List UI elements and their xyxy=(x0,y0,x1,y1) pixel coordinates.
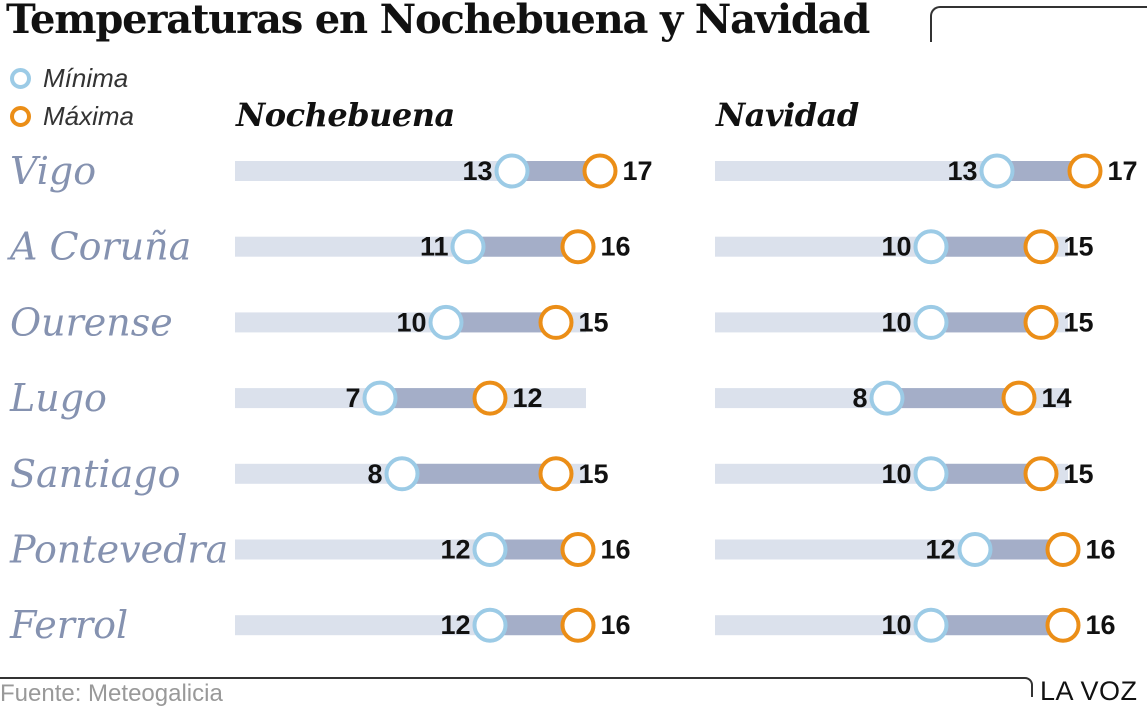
min-value-label-nochebuena-vigo: 13 xyxy=(462,156,492,186)
legend-max-label: Máxima xyxy=(43,100,135,131)
city-label-a-coruna: A Coruña xyxy=(7,225,191,269)
min-dot-nochebuena-pontevedra xyxy=(472,532,508,567)
min-dot-nochebuena-vigo xyxy=(494,153,530,189)
min-value-label-nochebuena-santiago: 8 xyxy=(367,459,382,489)
range-bar-nochebuena-pontevedra xyxy=(490,539,578,560)
max-dot-navidad-ourense xyxy=(1023,304,1059,340)
panel-title-navidad: Navidad xyxy=(716,96,859,134)
max-dot-navidad-vigo xyxy=(1067,153,1103,189)
max-value-label-nochebuena-pontevedra: 16 xyxy=(601,535,631,565)
range-bar-nochebuena-santiago xyxy=(402,463,556,484)
min-dot-navidad-santiago xyxy=(913,456,949,492)
range-bar-navidad-ferrol xyxy=(931,615,1063,636)
min-dot-nochebuena-a-coruna xyxy=(450,229,486,265)
min-dot-navidad-vigo xyxy=(979,153,1015,189)
max-dot-nochebuena-vigo xyxy=(582,153,618,189)
max-dot-navidad-ferrol xyxy=(1045,607,1081,643)
legend-ring-max xyxy=(10,105,31,127)
max-dot-nochebuena-santiago xyxy=(538,456,574,492)
min-dot-nochebuena-ourense xyxy=(428,304,464,340)
range-bar-navidad-ourense xyxy=(931,312,1041,333)
min-dot-navidad-a-coruna xyxy=(913,229,949,265)
max-dot-nochebuena-ourense xyxy=(538,304,574,340)
max-dot-navidad-a-coruna xyxy=(1023,229,1059,265)
brand-logo: LA VOZ xyxy=(1040,676,1138,706)
max-value-label-navidad-ferrol: 16 xyxy=(1086,610,1116,640)
min-dot-navidad-ourense xyxy=(913,304,949,340)
max-value-label-nochebuena-lugo: 12 xyxy=(513,383,543,413)
min-value-label-nochebuena-ferrol: 12 xyxy=(440,610,470,640)
range-bar-navidad-pontevedra xyxy=(975,539,1063,560)
title-rule xyxy=(930,6,1147,42)
min-value-label-navidad-pontevedra: 12 xyxy=(925,535,955,565)
min-value-label-navidad-ourense: 10 xyxy=(881,307,911,337)
city-label-pontevedra: Pontevedra xyxy=(9,528,228,572)
max-value-label-nochebuena-ferrol: 16 xyxy=(601,610,631,640)
min-value-label-nochebuena-a-coruna: 11 xyxy=(420,232,449,262)
max-value-label-nochebuena-ourense: 15 xyxy=(579,307,609,337)
legend-ring-min xyxy=(10,67,31,89)
min-dot-nochebuena-santiago xyxy=(384,456,420,492)
max-dot-navidad-santiago xyxy=(1023,456,1059,492)
min-value-label-nochebuena-ourense: 10 xyxy=(396,307,426,337)
max-dot-nochebuena-pontevedra xyxy=(560,532,596,567)
max-dot-navidad-pontevedra xyxy=(1045,532,1081,567)
min-value-label-navidad-lugo: 8 xyxy=(852,383,867,413)
min-dot-navidad-ferrol xyxy=(913,607,949,643)
city-label-vigo: Vigo xyxy=(10,149,96,193)
max-value-label-navidad-ourense: 15 xyxy=(1064,307,1094,337)
min-value-label-nochebuena-pontevedra: 12 xyxy=(440,535,470,565)
min-value-label-navidad-santiago: 10 xyxy=(881,459,911,489)
max-value-label-navidad-a-coruna: 15 xyxy=(1064,232,1094,262)
range-bar-navidad-santiago xyxy=(931,463,1041,484)
range-bar-nochebuena-ourense xyxy=(446,312,556,333)
range-bar-nochebuena-ferrol xyxy=(490,615,578,636)
min-value-label-navidad-vigo: 13 xyxy=(947,156,977,186)
max-value-label-nochebuena-a-coruna: 16 xyxy=(601,232,631,262)
panel-title-nochebuena: Nochebuena xyxy=(236,96,455,134)
range-bar-navidad-vigo xyxy=(997,161,1085,181)
max-value-label-navidad-vigo: 17 xyxy=(1108,156,1138,186)
min-value-label-nochebuena-lugo: 7 xyxy=(345,383,360,413)
min-dot-navidad-lugo xyxy=(869,380,905,416)
max-dot-nochebuena-ferrol xyxy=(560,607,596,643)
range-dot-chart: Vigo 13 17 13 17 A Coruña 11 16 10 15 Ourense 10 15 1… xyxy=(7,149,1138,647)
legend-item-min: Mínima xyxy=(10,63,128,93)
range-bar-navidad-lugo xyxy=(887,388,1019,409)
min-dot-nochebuena-ferrol xyxy=(472,607,508,643)
min-value-label-navidad-ferrol: 10 xyxy=(881,610,911,640)
max-value-label-navidad-santiago: 15 xyxy=(1064,459,1094,489)
chart-title: Temperaturas en Nochebuena y Navidad xyxy=(6,0,870,43)
min-value-label-navidad-a-coruna: 10 xyxy=(881,232,911,262)
max-value-label-navidad-pontevedra: 16 xyxy=(1086,535,1116,565)
legend-item-max: Máxima xyxy=(10,101,134,131)
city-label-lugo: Lugo xyxy=(9,376,107,420)
legend-min-label: Mínima xyxy=(43,62,129,93)
source-note: Fuente: Meteogalicia xyxy=(0,680,223,707)
track-navidad-vigo xyxy=(715,161,1068,181)
range-bar-nochebuena-vigo xyxy=(512,161,600,181)
range-bar-nochebuena-a-coruna xyxy=(468,236,578,257)
city-label-ferrol: Ferrol xyxy=(9,603,128,647)
max-value-label-nochebuena-vigo: 17 xyxy=(623,156,653,186)
max-dot-navidad-lugo xyxy=(1001,380,1037,416)
max-dot-nochebuena-lugo xyxy=(472,380,508,416)
footer-rule xyxy=(0,677,1033,697)
min-dot-navidad-pontevedra xyxy=(957,532,993,567)
city-label-ourense: Ourense xyxy=(10,300,173,344)
range-bar-nochebuena-lugo xyxy=(380,388,490,409)
min-dot-nochebuena-lugo xyxy=(362,380,398,416)
max-value-label-nochebuena-santiago: 15 xyxy=(579,459,609,489)
range-bar-navidad-a-coruna xyxy=(931,236,1041,257)
max-value-label-navidad-lugo: 14 xyxy=(1042,383,1072,413)
max-dot-nochebuena-a-coruna xyxy=(560,229,596,265)
city-label-santiago: Santiago xyxy=(10,452,180,496)
